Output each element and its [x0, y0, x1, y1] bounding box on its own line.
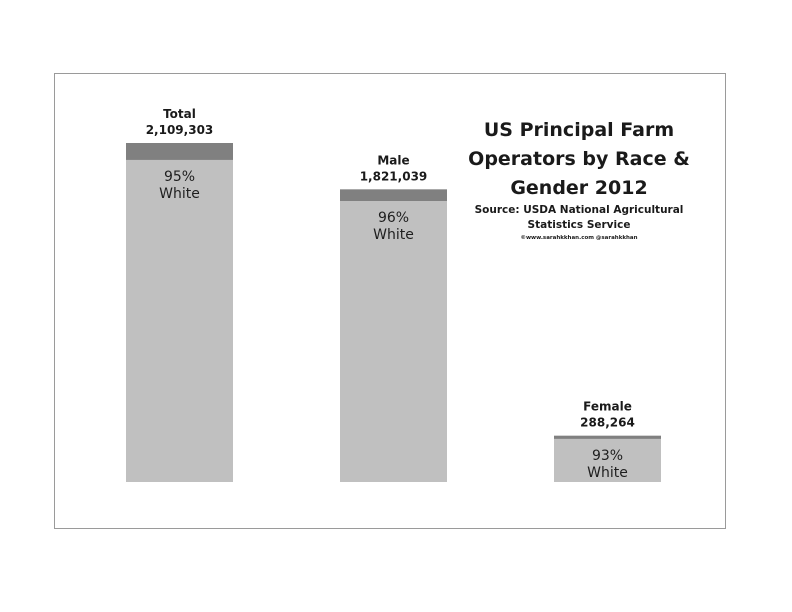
source-line-1: Source: USDA National Agricultural	[474, 204, 684, 216]
bar-other-male	[340, 189, 447, 202]
bar-white-female	[554, 438, 661, 482]
bar-white-male	[340, 201, 447, 483]
chart-frame	[54, 73, 726, 529]
share-sublabel-male: White	[373, 227, 414, 243]
chart-title-line-1: US Principal Farm	[483, 119, 675, 141]
bar-white-total	[126, 159, 233, 482]
share-label-male: 96%	[378, 210, 409, 226]
chart-title-line-3: Gender 2012	[510, 177, 648, 199]
value-label-female: 288,264	[580, 416, 635, 430]
share-label-total: 95%	[164, 169, 195, 185]
category-label-total: Total	[163, 107, 196, 121]
value-label-male: 1,821,039	[360, 169, 428, 183]
category-label-female: Female	[583, 400, 632, 414]
chart-title: US Principal Farm Operators by Race & Ge…	[466, 116, 692, 203]
chart-title-line-2: Operators by Race &	[468, 148, 690, 170]
share-sublabel-female: White	[587, 465, 628, 481]
value-label-total: 2,109,303	[146, 123, 214, 137]
source-line-2: Statistics Service	[527, 219, 631, 231]
category-label-male: Male	[377, 153, 409, 167]
bar-other-total	[126, 143, 233, 160]
credit-line: ©www.sarahkkhan.com @sarahkkhan	[520, 235, 638, 241]
bar-other-female	[554, 435, 661, 439]
share-label-female: 93%	[592, 448, 623, 464]
chart-title-block: US Principal Farm Operators by Race & Ge…	[466, 116, 692, 243]
share-sublabel-total: White	[159, 186, 200, 202]
